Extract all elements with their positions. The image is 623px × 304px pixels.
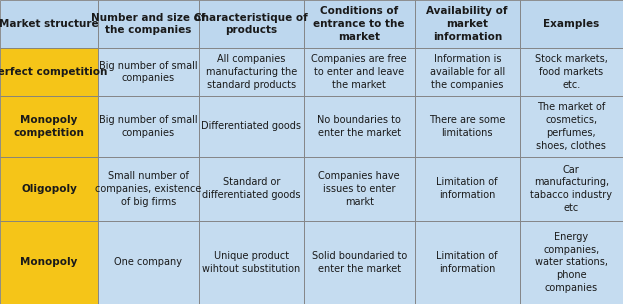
Text: Companies have
issues to enter
markt: Companies have issues to enter markt: [318, 171, 400, 207]
Bar: [0, 96, 98, 157]
Bar: [415, 0, 520, 48]
Text: Solid boundaried to
enter the market: Solid boundaried to enter the market: [312, 251, 407, 274]
Text: Perfect competition: Perfect competition: [0, 67, 108, 77]
Text: Car
manufacturing,
tabacco industry
etc: Car manufacturing, tabacco industry etc: [530, 164, 612, 213]
Text: Big number of small
companies: Big number of small companies: [99, 115, 197, 138]
Text: Number and size of
the companies: Number and size of the companies: [91, 12, 206, 35]
Text: Companies are free
to enter and leave
the market: Companies are free to enter and leave th…: [312, 54, 407, 90]
Text: Standard or
differentiated goods: Standard or differentiated goods: [202, 178, 300, 200]
Bar: [0, 48, 98, 96]
Bar: [303, 0, 415, 48]
Text: Oligopoly: Oligopoly: [21, 184, 77, 194]
Text: Conditions of
entrance to the
market: Conditions of entrance to the market: [313, 6, 405, 42]
Text: No boundaries to
enter the market: No boundaries to enter the market: [317, 115, 401, 138]
Text: Characteristique of
products: Characteristique of products: [194, 12, 308, 35]
Bar: [0, 0, 98, 48]
Text: Market structure: Market structure: [0, 19, 99, 29]
Bar: [520, 96, 623, 157]
Bar: [98, 221, 199, 304]
Text: Examples: Examples: [543, 19, 599, 29]
Text: Limitation of
information: Limitation of information: [437, 178, 498, 200]
Text: Unique product
wihtout substitution: Unique product wihtout substitution: [202, 251, 300, 274]
Text: Limitation of
information: Limitation of information: [437, 251, 498, 274]
Text: Monopoly
competition: Monopoly competition: [14, 115, 85, 138]
Text: Stock markets,
food markets
etc.: Stock markets, food markets etc.: [535, 54, 608, 90]
Text: Energy
companies,
water stations,
phone
companies: Energy companies, water stations, phone …: [535, 232, 608, 293]
Text: There are some
limitations: There are some limitations: [429, 115, 505, 138]
Text: Information is
available for all
the companies: Information is available for all the com…: [430, 54, 505, 90]
Text: Small number of
companies, existence
of big firms: Small number of companies, existence of …: [95, 171, 202, 207]
Bar: [199, 96, 303, 157]
Bar: [520, 157, 623, 221]
Bar: [98, 0, 199, 48]
Bar: [303, 157, 415, 221]
Bar: [199, 48, 303, 96]
Bar: [199, 221, 303, 304]
Text: All companies
manufacturing the
standard products: All companies manufacturing the standard…: [206, 54, 297, 90]
Text: Differentiated goods: Differentiated goods: [201, 122, 301, 131]
Bar: [98, 157, 199, 221]
Bar: [0, 157, 98, 221]
Bar: [199, 157, 303, 221]
Bar: [415, 221, 520, 304]
Text: Big number of small
companies: Big number of small companies: [99, 61, 197, 84]
Bar: [199, 0, 303, 48]
Bar: [415, 157, 520, 221]
Bar: [303, 96, 415, 157]
Text: One company: One company: [115, 257, 183, 267]
Bar: [520, 48, 623, 96]
Bar: [98, 96, 199, 157]
Text: Monopoly: Monopoly: [21, 257, 78, 267]
Bar: [520, 221, 623, 304]
Bar: [415, 96, 520, 157]
Bar: [415, 48, 520, 96]
Text: Availability of
market
information: Availability of market information: [427, 6, 508, 42]
Bar: [303, 221, 415, 304]
Bar: [98, 48, 199, 96]
Bar: [520, 0, 623, 48]
Bar: [303, 48, 415, 96]
Text: The market of
cosmetics,
perfumes,
shoes, clothes: The market of cosmetics, perfumes, shoes…: [536, 102, 606, 151]
Bar: [0, 221, 98, 304]
